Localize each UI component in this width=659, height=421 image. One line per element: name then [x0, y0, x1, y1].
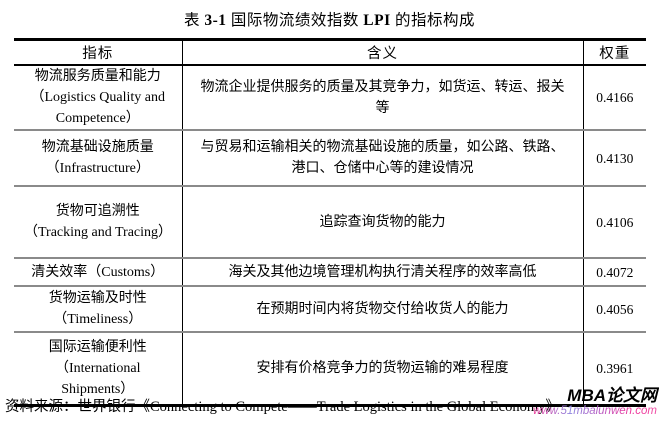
table-header-row: 指标 含义 权重	[14, 39, 646, 66]
lpi-indicator-table: 指标 含义 权重 物流服务质量和能力 （Logistics Quality an…	[14, 38, 646, 407]
weight-cell: 0.4072	[583, 257, 646, 286]
table-row: 清关效率（Customs） 海关及其他边境管理机构执行清关程序的效率高低 0.4…	[14, 257, 646, 286]
meaning-cell: 物流企业提供服务的质量及其竞争力，如货运、转运、报关等	[182, 65, 584, 130]
watermark-site-url: www.51mbalunwen.com	[532, 405, 657, 417]
weight-cell: 0.4106	[583, 185, 646, 258]
indicator-name: 货物可追溯性	[55, 204, 140, 219]
indicator-cell: 货物运输及时性 （Timeliness）	[14, 285, 183, 332]
header-indicator: 指标	[14, 39, 183, 66]
indicator-name-en: （International Shipments）	[54, 361, 141, 397]
table-row: 国际运输便利性 （International Shipments） 安排有价格竞…	[14, 331, 646, 406]
indicator-name-en: （Logistics Quality and Competence）	[30, 90, 166, 126]
table-row: 货物可追溯性 （Tracking and Tracing） 追踪查询货物的能力 …	[14, 185, 646, 258]
source-label: 资料来源：	[5, 399, 78, 415]
indicator-name: 物流基础设施质量	[41, 140, 154, 155]
source-text: 世界银行《Connecting to Compete——Trade Logist…	[77, 399, 560, 415]
indicator-name-en: （Tracking and Tracing）	[24, 225, 173, 240]
indicator-name: 清关效率（Customs）	[31, 264, 165, 280]
meaning-cell: 海关及其他边境管理机构执行清关程序的效率高低	[182, 257, 584, 286]
caption-mid: 国际物流绩效指数	[226, 12, 364, 29]
meaning-cell: 追踪查询货物的能力	[182, 185, 584, 258]
watermark-site-name: MBA论文网	[567, 386, 657, 405]
caption-prefix: 表	[183, 12, 205, 29]
weight-cell: 0.4166	[596, 90, 634, 105]
caption-abbr: LPI	[363, 12, 391, 29]
caption-suffix: 的指标构成	[390, 12, 476, 29]
weight-cell: 0.3961	[583, 331, 646, 406]
table-row: 物流服务质量和能力 （Logistics Quality and Compete…	[14, 65, 646, 130]
indicator-cell: 物流服务质量和能力 （Logistics Quality and Compete…	[14, 65, 183, 130]
indicator-name-en: （Infrastructure）	[45, 161, 150, 176]
weight-cell: 0.4130	[583, 129, 646, 186]
watermark: MBA论文网 www.51mbalunwen.com	[533, 386, 657, 417]
indicator-name: 物流服务质量和能力	[34, 69, 161, 84]
weight-cell: 0.4056	[583, 285, 646, 332]
source-note: 资料来源：世界银行《Connecting to Compete——Trade L…	[5, 395, 659, 416]
indicator-name-en: （Timeliness）	[53, 312, 143, 327]
header-weight: 权重	[583, 39, 646, 66]
meaning-cell: 在预期时间内将货物交付给收货人的能力	[182, 285, 584, 332]
table-row: 物流基础设施质量 （Infrastructure） 与贸易和运输相关的物流基础设…	[14, 129, 646, 186]
indicator-cell: 国际运输便利性 （International Shipments）	[14, 331, 183, 406]
table-row: 货物运输及时性 （Timeliness） 在预期时间内将货物交付给收货人的能力 …	[14, 285, 646, 332]
meaning-cell: 安排有价格竞争力的货物运输的难易程度	[182, 331, 584, 406]
table-caption: 表 3-1 国际物流绩效指数 LPI 的指标构成	[0, 8, 659, 30]
indicator-cell: 货物可追溯性 （Tracking and Tracing）	[14, 185, 183, 258]
indicator-name: 国际运输便利性	[48, 340, 147, 355]
indicator-cell: 清关效率（Customs）	[14, 257, 183, 286]
header-meaning: 含义	[182, 39, 584, 66]
indicator-name: 货物运输及时性	[48, 291, 147, 306]
indicator-cell: 物流基础设施质量 （Infrastructure）	[14, 129, 183, 186]
caption-table-number: 3-1	[204, 12, 227, 29]
meaning-cell: 与贸易和运输相关的物流基础设施的质量，如公路、铁路、港口、仓储中心等的建设情况	[182, 129, 584, 186]
